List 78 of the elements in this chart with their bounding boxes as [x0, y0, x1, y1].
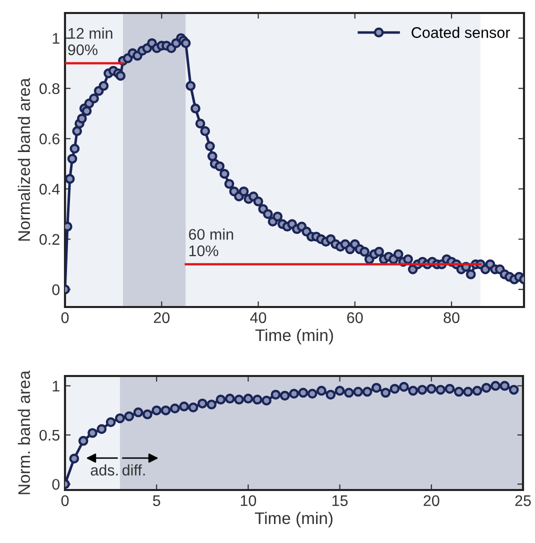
y-tick-label: 0.8 [40, 83, 60, 94]
point [326, 390, 336, 400]
y-tick-label: 0.5 [40, 430, 60, 441]
point [69, 454, 80, 464]
point [133, 407, 144, 418]
point [380, 388, 391, 398]
x-tick-label: 25 [515, 495, 531, 506]
point [243, 394, 254, 404]
point [481, 382, 492, 393]
y-tick-label: 0.6 [40, 134, 60, 144]
y-tick-label: 1 [52, 380, 60, 392]
point [398, 382, 409, 392]
x-tick-label: 60 [347, 312, 363, 324]
x-tick-label: 20 [154, 312, 170, 324]
point [353, 386, 364, 397]
point [224, 394, 235, 404]
point [78, 436, 88, 446]
point [372, 382, 382, 393]
point [188, 402, 198, 412]
point [96, 424, 107, 434]
y-axis-title: Normalized band area [18, 78, 30, 241]
point [417, 384, 428, 395]
point [88, 428, 98, 438]
point [408, 386, 418, 396]
point [289, 388, 299, 399]
point [206, 400, 216, 410]
point [106, 417, 116, 428]
point [197, 398, 208, 408]
y-tick-label: 1 [52, 33, 60, 44]
point [307, 388, 318, 399]
x-tick-label: 10 [240, 495, 256, 506]
point [436, 384, 446, 395]
annotation: diff. [122, 464, 145, 476]
y-tick-label: 0 [52, 478, 60, 490]
point [252, 394, 262, 405]
annotation: 12 min 90% [68, 28, 112, 56]
y-tick-label: 0.2 [40, 234, 60, 245]
point [362, 386, 372, 397]
y-tick-label: 0 [52, 284, 60, 296]
y-axis-title: Norm. band area [18, 370, 30, 494]
point [152, 405, 162, 416]
point [426, 384, 436, 394]
x-tick-label: 0 [61, 312, 69, 324]
annotation: 60 min 10% [188, 228, 234, 256]
x-tick-label: 20 [424, 495, 440, 506]
point [334, 386, 345, 396]
x-tick-label: 15 [332, 495, 348, 506]
point [115, 413, 125, 424]
x-axis-title: Time (min) [254, 512, 332, 528]
point [280, 390, 290, 401]
point [160, 405, 171, 416]
x-tick-label: 5 [152, 495, 160, 506]
y-tick-label: 0.4 [40, 184, 60, 195]
x-tick-label: 80 [444, 312, 460, 324]
point [500, 380, 510, 391]
point [390, 384, 400, 394]
point [179, 402, 190, 412]
point [262, 396, 272, 406]
x-axis-title: Time (min) [255, 328, 333, 344]
point [463, 386, 473, 397]
point [170, 404, 180, 414]
point [124, 411, 134, 422]
point [472, 386, 482, 396]
point [454, 386, 464, 397]
point [298, 388, 308, 398]
point [234, 394, 244, 405]
point [216, 394, 226, 405]
legend-label: Coated sensor [412, 26, 510, 38]
x-tick-label: 0 [61, 495, 69, 506]
x-tick-label: 40 [250, 312, 266, 324]
annotation: ads. [90, 464, 118, 476]
point [270, 390, 281, 400]
point [508, 384, 519, 395]
point [490, 380, 500, 391]
point [142, 409, 152, 420]
point [316, 386, 326, 396]
point [344, 388, 354, 398]
point [444, 384, 455, 394]
